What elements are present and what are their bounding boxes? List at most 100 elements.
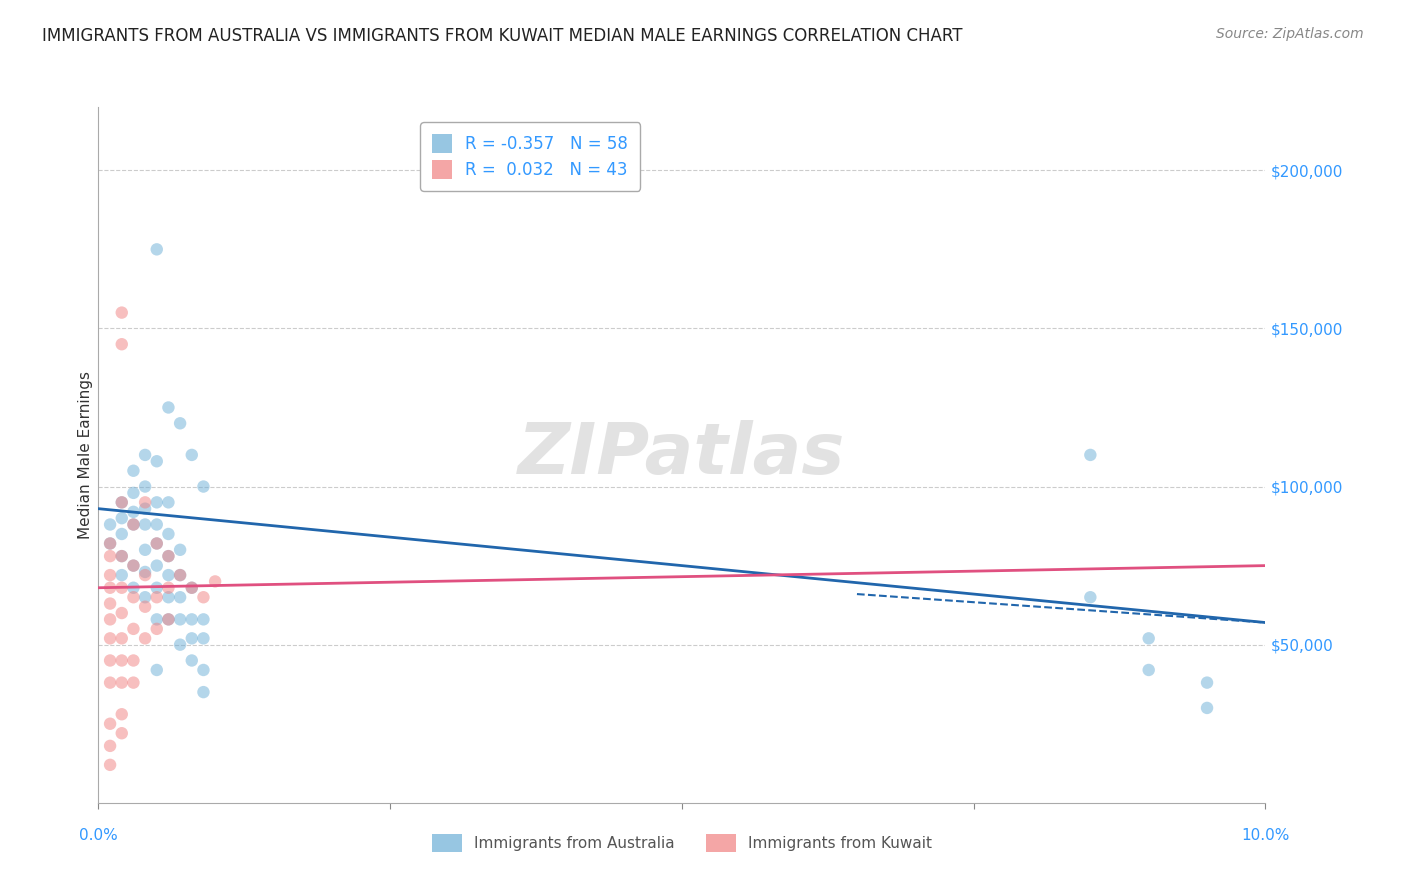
Point bbox=[169, 417, 191, 431]
Point bbox=[111, 568, 134, 582]
Point bbox=[98, 568, 121, 582]
Point bbox=[98, 675, 121, 690]
Point bbox=[111, 337, 134, 351]
Point bbox=[146, 558, 169, 573]
Point bbox=[122, 558, 145, 573]
Point bbox=[98, 632, 121, 646]
Point bbox=[98, 612, 121, 626]
Point bbox=[157, 527, 180, 541]
Point bbox=[193, 632, 215, 646]
Point bbox=[98, 536, 121, 550]
Point bbox=[146, 622, 169, 636]
Point bbox=[134, 501, 156, 516]
Point bbox=[122, 517, 145, 532]
Point bbox=[193, 663, 215, 677]
Point bbox=[157, 495, 180, 509]
Point bbox=[169, 591, 191, 605]
Point bbox=[1137, 663, 1160, 677]
Point bbox=[169, 638, 191, 652]
Point bbox=[98, 536, 121, 550]
Point bbox=[111, 653, 134, 667]
Point bbox=[146, 243, 169, 257]
Point bbox=[134, 448, 156, 462]
Point bbox=[169, 568, 191, 582]
Point bbox=[180, 581, 202, 595]
Point bbox=[122, 653, 145, 667]
Point bbox=[111, 606, 134, 620]
Point bbox=[146, 454, 169, 468]
Point bbox=[1137, 632, 1160, 646]
Point bbox=[122, 517, 145, 532]
Point bbox=[1195, 675, 1218, 690]
Point bbox=[134, 517, 156, 532]
Point bbox=[134, 479, 156, 493]
Point bbox=[1195, 701, 1218, 715]
Point bbox=[111, 305, 134, 319]
Point bbox=[169, 612, 191, 626]
Point bbox=[146, 495, 169, 509]
Point bbox=[157, 401, 180, 415]
Text: 10.0%: 10.0% bbox=[1241, 828, 1289, 843]
Point bbox=[157, 568, 180, 582]
Point bbox=[146, 536, 169, 550]
Point bbox=[180, 653, 202, 667]
Point bbox=[134, 599, 156, 614]
Point bbox=[146, 591, 169, 605]
Point bbox=[1080, 591, 1102, 605]
Point bbox=[157, 549, 180, 563]
Point bbox=[134, 591, 156, 605]
Point bbox=[134, 565, 156, 579]
Point bbox=[111, 726, 134, 740]
Point bbox=[111, 495, 134, 509]
Point bbox=[111, 549, 134, 563]
Point bbox=[146, 663, 169, 677]
Point bbox=[204, 574, 226, 589]
Point bbox=[180, 581, 202, 595]
Point bbox=[180, 448, 202, 462]
Point bbox=[157, 549, 180, 563]
Point bbox=[122, 558, 145, 573]
Point bbox=[146, 612, 169, 626]
Point bbox=[111, 495, 134, 509]
Point bbox=[98, 653, 121, 667]
Point bbox=[157, 581, 180, 595]
Point bbox=[169, 568, 191, 582]
Point bbox=[98, 549, 121, 563]
Point bbox=[193, 685, 215, 699]
Point bbox=[193, 591, 215, 605]
Point bbox=[122, 675, 145, 690]
Point bbox=[122, 464, 145, 478]
Point bbox=[111, 675, 134, 690]
Point bbox=[98, 597, 121, 611]
Text: 0.0%: 0.0% bbox=[79, 828, 118, 843]
Point bbox=[98, 716, 121, 731]
Point bbox=[146, 581, 169, 595]
Point bbox=[157, 612, 180, 626]
Point bbox=[157, 591, 180, 605]
Point bbox=[146, 536, 169, 550]
Legend: Immigrants from Australia, Immigrants from Kuwait: Immigrants from Australia, Immigrants fr… bbox=[426, 828, 938, 858]
Point bbox=[98, 757, 121, 772]
Point bbox=[111, 527, 134, 541]
Point bbox=[122, 591, 145, 605]
Point bbox=[169, 542, 191, 557]
Point bbox=[134, 542, 156, 557]
Point bbox=[122, 505, 145, 519]
Point bbox=[122, 486, 145, 500]
Text: IMMIGRANTS FROM AUSTRALIA VS IMMIGRANTS FROM KUWAIT MEDIAN MALE EARNINGS CORRELA: IMMIGRANTS FROM AUSTRALIA VS IMMIGRANTS … bbox=[42, 27, 963, 45]
Point bbox=[111, 581, 134, 595]
Text: ZIPatlas: ZIPatlas bbox=[519, 420, 845, 490]
Point bbox=[1080, 448, 1102, 462]
Point bbox=[111, 707, 134, 722]
Point bbox=[111, 549, 134, 563]
Point bbox=[180, 612, 202, 626]
Text: Source: ZipAtlas.com: Source: ZipAtlas.com bbox=[1216, 27, 1364, 41]
Point bbox=[157, 612, 180, 626]
Point bbox=[134, 495, 156, 509]
Point bbox=[180, 632, 202, 646]
Point bbox=[98, 517, 121, 532]
Point bbox=[98, 739, 121, 753]
Point bbox=[111, 632, 134, 646]
Point bbox=[193, 612, 215, 626]
Point bbox=[111, 511, 134, 525]
